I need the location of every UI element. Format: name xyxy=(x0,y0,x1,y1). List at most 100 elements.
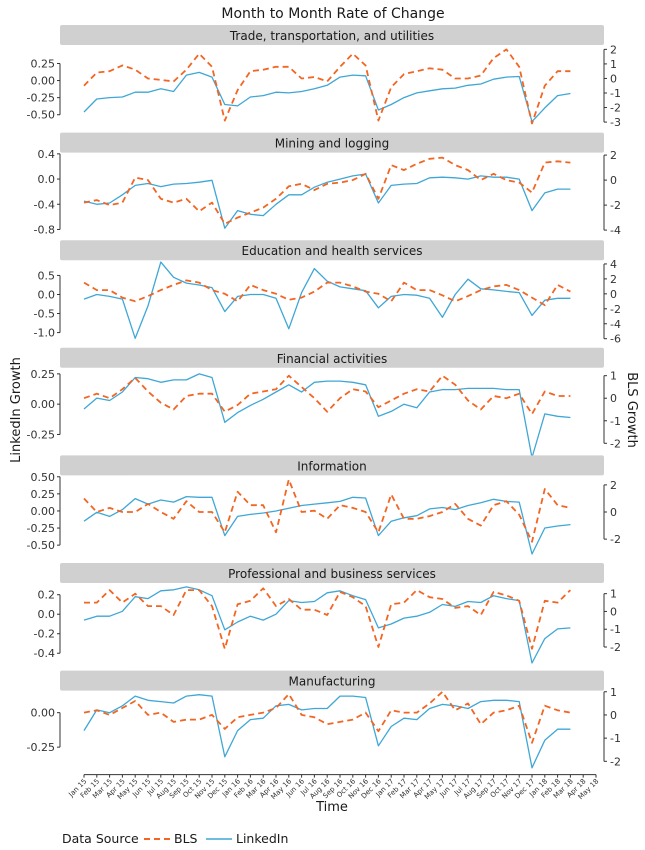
right-tick-label: -2 xyxy=(610,437,621,450)
panel-manufacturing: Manufacturing 0.00 -0.25 1 0 -1 -2 xyxy=(27,670,621,769)
left-tick-label: 0.5 xyxy=(38,269,56,282)
right-tick-label: -2 xyxy=(610,199,621,212)
left-tick-label: 0.00 xyxy=(31,505,56,518)
left-tick-label: 0.50 xyxy=(31,471,56,484)
panel-education-and-health-services: Education and health services 0.5 0.0 -0.5 -… xyxy=(34,240,621,346)
right-tick-label: 0 xyxy=(610,72,617,85)
right-tick-label: -1 xyxy=(610,415,621,428)
right-tick-label: -2 xyxy=(610,303,621,316)
left-tick-label: 0.0 xyxy=(38,173,56,186)
series-line-bls xyxy=(83,690,571,744)
panel-strip xyxy=(60,25,604,45)
left-tick-label: -0.4 xyxy=(34,198,55,211)
series-line-linkedin xyxy=(83,694,571,769)
left-tick-label: -1.0 xyxy=(34,327,55,340)
left-tick-label: 0.25 xyxy=(31,368,56,381)
right-tick-label: 2 xyxy=(610,43,617,56)
legend: Data Source BLS LinkedIn xyxy=(62,831,288,846)
series-line-bls xyxy=(84,587,572,650)
left-tick-label: 0.25 xyxy=(31,488,56,501)
left-tick-label: -0.2 xyxy=(34,628,55,641)
right-tick-label: 1 xyxy=(610,370,617,383)
left-tick-label: 0.0 xyxy=(38,608,56,621)
series-line-linkedin xyxy=(83,495,571,555)
right-tick-label: 2 xyxy=(610,273,617,286)
right-tick-label: -4 xyxy=(610,224,621,237)
panel-strip xyxy=(60,455,604,476)
y-axis-title-right: BLS Growth xyxy=(624,372,639,448)
left-tick-label: -0.4 xyxy=(34,647,55,660)
panel-strip xyxy=(60,347,604,368)
panel-title: Manufacturing xyxy=(289,675,376,689)
left-tick-label: -0.8 xyxy=(34,223,55,236)
right-tick-label: 1 xyxy=(610,58,617,71)
panel-professional-and-business-services: Professional and business services 0.2 0.0… xyxy=(34,563,621,664)
left-tick-label: -0.5 xyxy=(34,308,55,321)
chart-title: Month to Month Rate of Change xyxy=(221,6,444,22)
right-tick-label: -6 xyxy=(610,333,621,346)
legend-title: Data Source xyxy=(62,831,139,846)
right-tick-label: -2 xyxy=(610,533,621,546)
panel-title: Trade, transportation, and utilities xyxy=(229,29,434,43)
right-tick-label: -1 xyxy=(610,732,621,745)
right-tick-label: 0 xyxy=(610,709,617,722)
panel-title: Education and health services xyxy=(242,244,423,258)
panel-mining-and-logging: Mining and logging 0.4 0.0 -0.4 -0.8 2 0 -2 -4 xyxy=(34,132,621,237)
left-tick-label: 0.00 xyxy=(31,398,56,411)
series-line-linkedin xyxy=(83,261,571,339)
left-tick-label: 0.2 xyxy=(38,589,56,602)
panel-strip xyxy=(60,240,604,261)
panel-title: Financial activities xyxy=(277,352,387,366)
panel-title: Professional and business services xyxy=(228,567,436,581)
right-tick-label: 0 xyxy=(610,174,617,187)
right-tick-label: 1 xyxy=(610,686,617,699)
panel-strip xyxy=(60,670,604,691)
left-tick-label: -0.50 xyxy=(27,539,55,552)
left-tick-label: 0.4 xyxy=(38,148,56,161)
left-tick-label: 0.0 xyxy=(38,288,56,301)
right-tick-label: -2 xyxy=(610,641,621,654)
left-tick-label: 0.00 xyxy=(31,75,56,88)
right-tick-label: 0 xyxy=(610,506,617,519)
series-line-bls xyxy=(83,156,571,225)
panel-trade-transportation-and-utilities: Trade, transportation, and utilities 0.25… xyxy=(27,25,621,129)
series-line-linkedin xyxy=(83,586,571,664)
y-axis-title-left: LinkedIn Growth xyxy=(9,357,24,463)
left-tick-label: -0.25 xyxy=(27,428,55,441)
right-tick-label: 2 xyxy=(610,479,617,492)
right-tick-label: 0 xyxy=(610,288,617,301)
panel-strip xyxy=(60,563,604,583)
series-line-linkedin xyxy=(83,173,571,229)
right-tick-label: 2 xyxy=(610,149,617,162)
left-tick-label: -0.25 xyxy=(27,522,55,535)
left-tick-label: -0.25 xyxy=(27,741,55,754)
series-line-linkedin xyxy=(83,373,571,459)
right-tick-label: 4 xyxy=(610,258,617,271)
panel-strip xyxy=(60,132,604,153)
legend-label-linkedin: LinkedIn xyxy=(236,831,288,846)
right-tick-label: -4 xyxy=(610,318,621,331)
left-tick-label: -0.50 xyxy=(27,109,55,122)
right-tick-label: -2 xyxy=(610,102,621,115)
series-line-bls xyxy=(83,478,571,543)
series-line-bls xyxy=(83,279,571,307)
series-line-linkedin xyxy=(83,71,571,123)
panel-information: Information 0.50 0.25 0.00 -0.25 -0.50 2 0 -2 xyxy=(27,455,621,555)
left-tick-label: 0.00 xyxy=(31,707,56,720)
right-tick-label: -2 xyxy=(610,755,621,768)
right-tick-label: -1 xyxy=(610,87,621,100)
right-tick-label: 1 xyxy=(610,588,617,601)
right-tick-label: -3 xyxy=(610,116,621,129)
series-line-bls xyxy=(83,374,571,415)
panels: Trade, transportation, and utilities 0.25… xyxy=(27,25,621,769)
right-tick-label: 0 xyxy=(610,392,617,405)
left-tick-label: 0.25 xyxy=(31,57,56,70)
right-tick-label: -1 xyxy=(610,623,621,636)
x-axis-title: Time xyxy=(315,800,348,815)
right-tick-label: 0 xyxy=(610,605,617,618)
series-line-bls xyxy=(83,48,571,125)
panel-title: Mining and logging xyxy=(275,137,390,151)
panel-title: Information xyxy=(297,459,366,473)
left-tick-label: -0.25 xyxy=(27,92,55,105)
